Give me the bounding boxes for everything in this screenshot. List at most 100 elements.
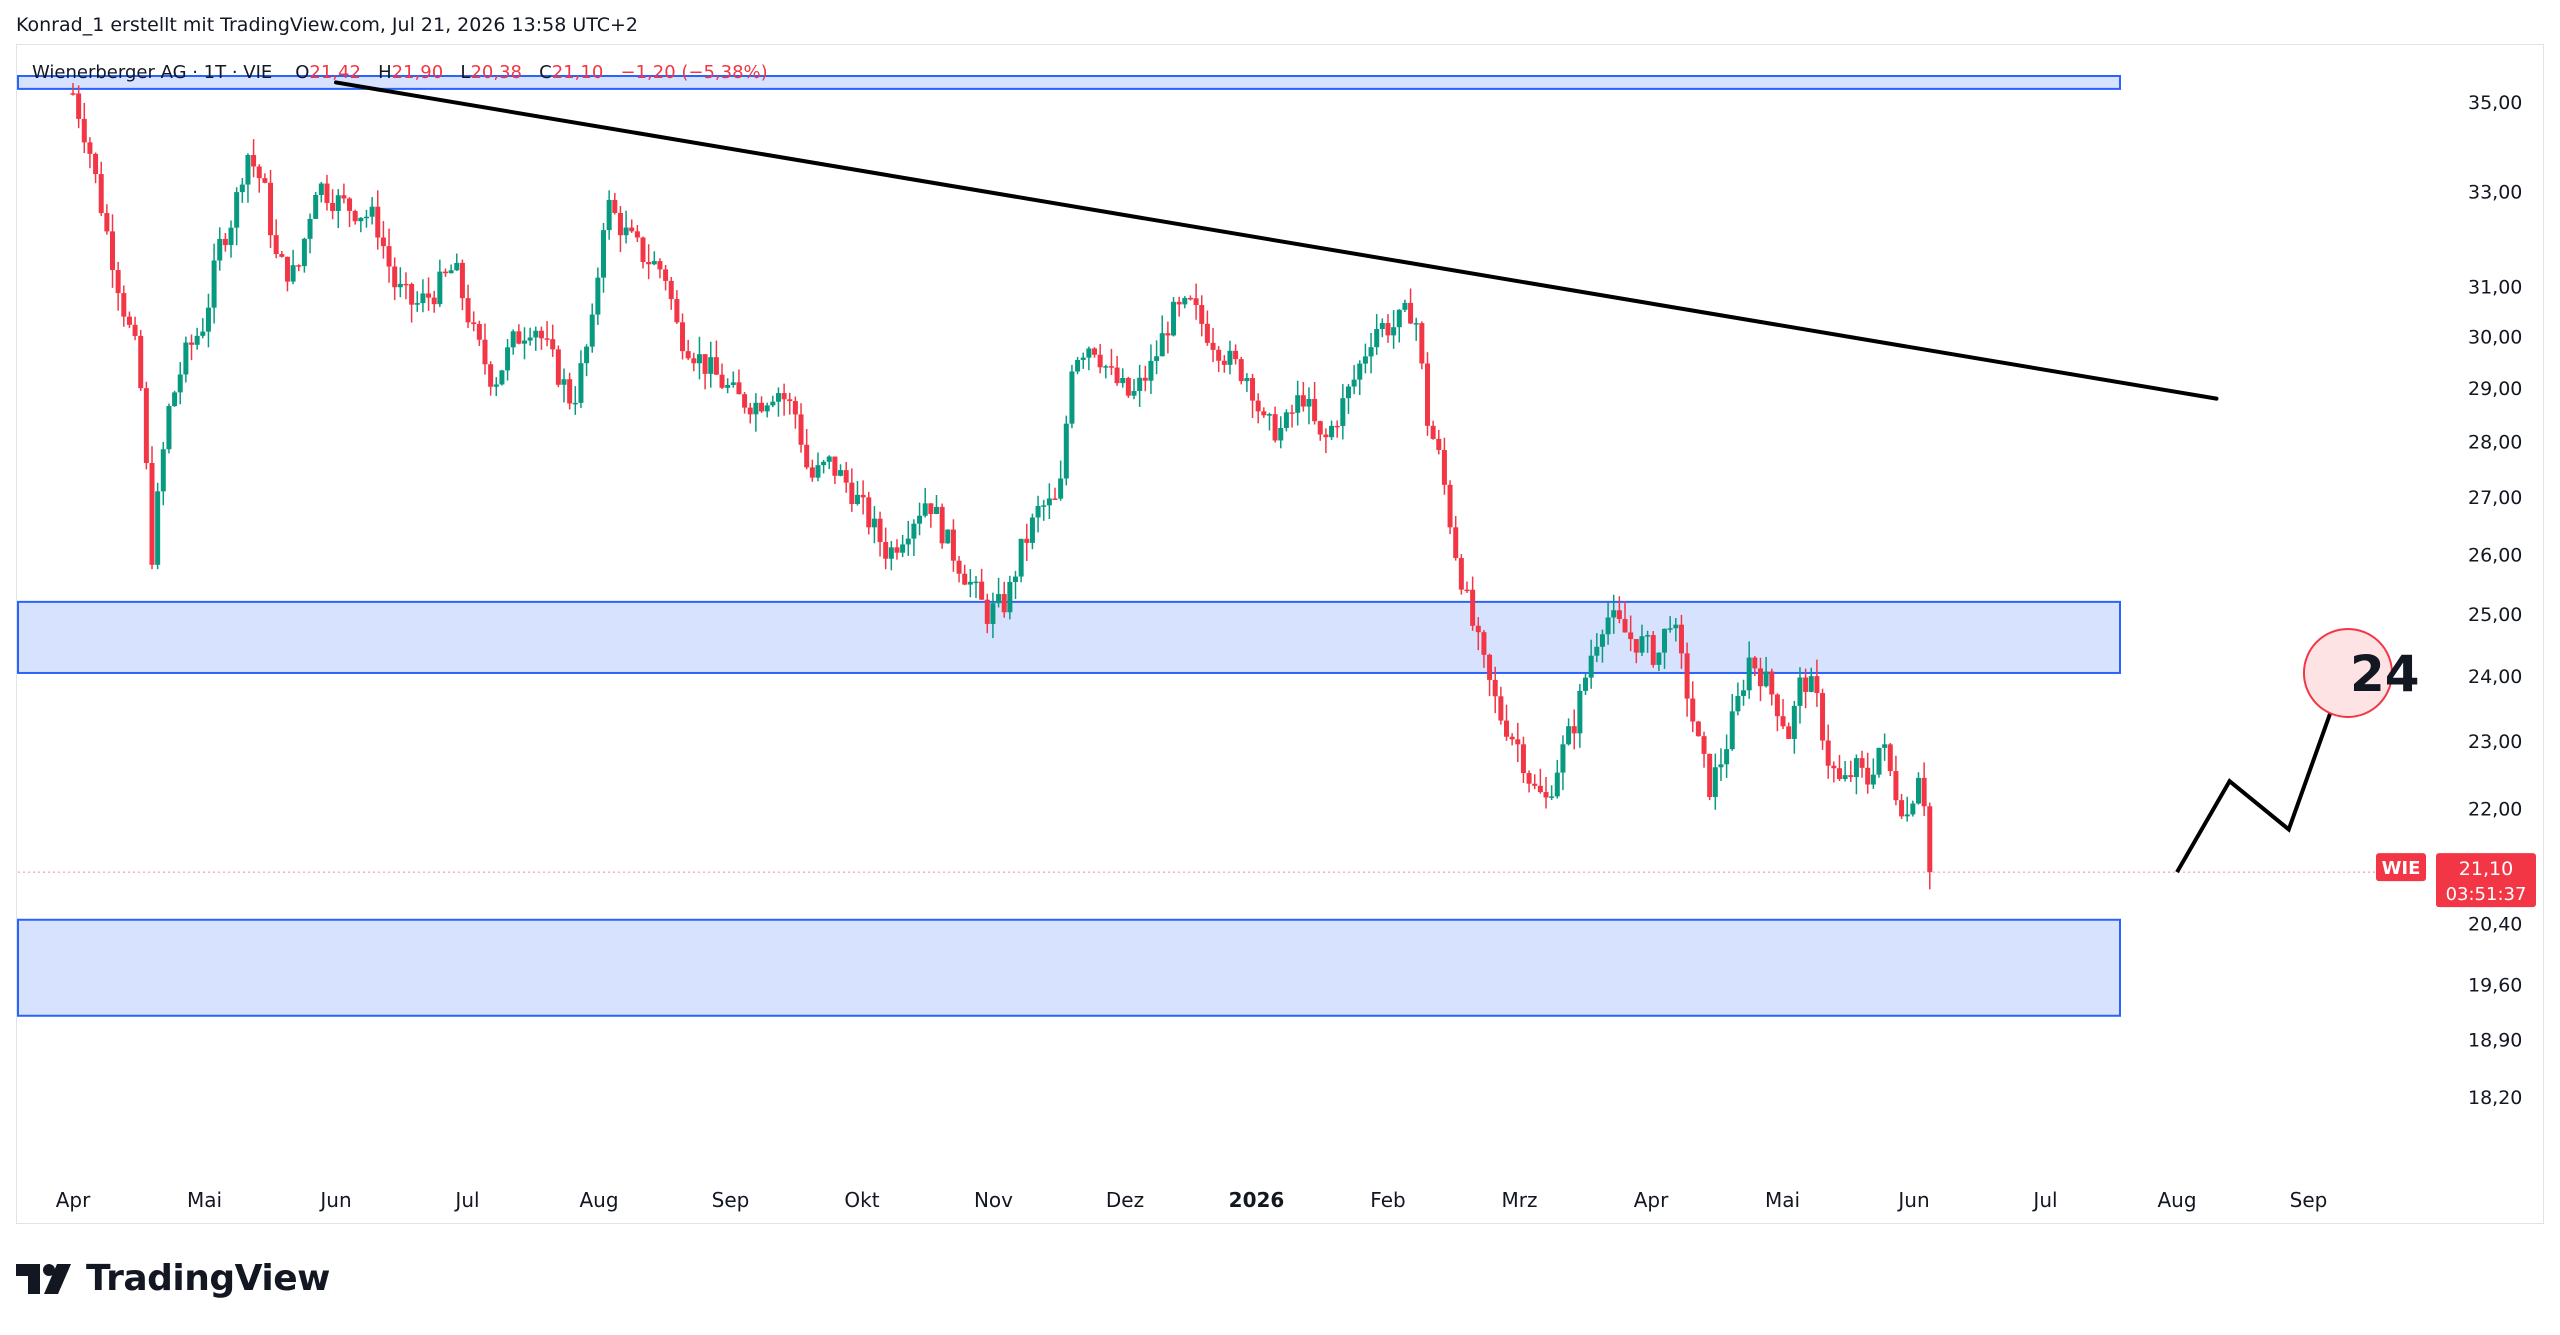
candle-body bbox=[775, 393, 781, 402]
candle-body bbox=[121, 293, 127, 317]
candle-body bbox=[1402, 302, 1408, 310]
candle-body bbox=[1419, 323, 1425, 364]
candle-body bbox=[1487, 654, 1493, 680]
candle-body bbox=[301, 238, 307, 267]
candle-body bbox=[922, 503, 928, 516]
candle-body bbox=[352, 210, 358, 222]
candle-body bbox=[1842, 775, 1848, 779]
x-tick-label: Feb bbox=[1370, 1188, 1405, 1212]
price-tag-bg bbox=[2436, 853, 2536, 908]
y-tick-label: 24,00 bbox=[2468, 666, 2522, 688]
x-tick-label: 2026 bbox=[1229, 1188, 1285, 1212]
candle-body bbox=[742, 394, 748, 408]
candle-body bbox=[646, 261, 652, 265]
x-tick-label: Apr bbox=[56, 1188, 91, 1212]
candle-body bbox=[1662, 628, 1668, 653]
candle-body bbox=[177, 374, 183, 393]
candle-body bbox=[713, 357, 719, 375]
tradingview-logo-text: TradingView bbox=[86, 1258, 330, 1299]
candle-body bbox=[1599, 634, 1605, 647]
candle-body bbox=[1125, 377, 1131, 396]
candle-body bbox=[1199, 305, 1205, 324]
candle-body bbox=[1300, 395, 1306, 407]
candle-body bbox=[488, 364, 494, 387]
candle-body bbox=[1774, 694, 1780, 717]
candle-body bbox=[1831, 765, 1837, 769]
candle-body bbox=[262, 178, 268, 183]
candle-body bbox=[1103, 366, 1109, 368]
y-tick-label: 18,20 bbox=[2468, 1087, 2522, 1109]
candle-body bbox=[1520, 744, 1526, 774]
candle-body bbox=[1797, 677, 1803, 706]
candle-body bbox=[516, 331, 522, 344]
candle-body bbox=[1560, 744, 1566, 773]
candle-body bbox=[1667, 628, 1673, 630]
zone-1 bbox=[17, 918, 2121, 1017]
candle-body bbox=[956, 560, 962, 574]
candle-body bbox=[476, 324, 482, 340]
y-tick-label: 31,00 bbox=[2468, 277, 2522, 299]
candle-body bbox=[629, 227, 635, 232]
candle-body bbox=[1537, 785, 1543, 793]
candle-body bbox=[962, 573, 968, 585]
x-tick-label: Aug bbox=[2157, 1188, 2196, 1212]
y-tick-label: 29,00 bbox=[2468, 378, 2522, 400]
candle-body bbox=[668, 280, 674, 300]
candle-body bbox=[324, 183, 330, 203]
candle-body bbox=[1357, 363, 1363, 380]
candle-body bbox=[1283, 412, 1289, 428]
candle-body bbox=[313, 194, 319, 219]
candle-body bbox=[363, 216, 369, 219]
candle-body bbox=[409, 284, 415, 305]
y-tick-label: 27,00 bbox=[2468, 487, 2522, 509]
candle-body bbox=[1780, 716, 1786, 727]
candle-body bbox=[448, 270, 454, 274]
y-tick-label: 20,40 bbox=[2468, 913, 2522, 935]
x-tick-label: Jul bbox=[2031, 1188, 2057, 1212]
candle-body bbox=[1317, 421, 1323, 435]
candle-body bbox=[110, 231, 116, 271]
candle-body bbox=[1549, 796, 1555, 798]
candle-body bbox=[1836, 768, 1842, 779]
candle-body bbox=[1786, 726, 1792, 739]
candle-body bbox=[1351, 379, 1357, 387]
candle-body bbox=[1673, 624, 1679, 629]
candle-body bbox=[380, 237, 386, 247]
candle-body bbox=[691, 358, 697, 364]
candle-body bbox=[640, 237, 646, 262]
tradingview-logo[interactable]: TradingView bbox=[16, 1258, 330, 1299]
candle-body bbox=[138, 335, 144, 389]
candle-body bbox=[87, 142, 93, 154]
candle-body bbox=[392, 266, 398, 288]
candle-body bbox=[81, 118, 87, 143]
candle-body bbox=[544, 338, 550, 340]
candle-body bbox=[1278, 427, 1284, 441]
x-tick-label: Mrz bbox=[1502, 1188, 1538, 1212]
candle-body bbox=[1509, 736, 1515, 740]
candle-body bbox=[1628, 632, 1634, 640]
price-tag-price: 21,10 bbox=[2459, 858, 2513, 880]
candle-body bbox=[657, 261, 663, 270]
y-tick-label: 23,00 bbox=[2468, 731, 2522, 753]
y-tick-label: 28,00 bbox=[2468, 432, 2522, 454]
candle-body bbox=[1678, 624, 1684, 654]
candle-body bbox=[70, 93, 76, 95]
candle-body bbox=[1453, 527, 1459, 558]
candle-body bbox=[1154, 356, 1160, 361]
candle-body bbox=[290, 265, 296, 282]
candle-body bbox=[1594, 646, 1600, 656]
chart-attribution: Konrad_1 erstellt mit TradingView.com, J… bbox=[16, 14, 639, 36]
candle-body bbox=[900, 544, 906, 553]
candle-body bbox=[115, 270, 121, 294]
x-tick-label: Jun bbox=[318, 1188, 351, 1212]
target-circle bbox=[2302, 627, 2393, 718]
candle-body bbox=[1470, 589, 1476, 626]
candle-body bbox=[798, 414, 804, 445]
candle-body bbox=[1306, 398, 1312, 407]
candle-body bbox=[234, 192, 240, 228]
candle-body bbox=[1887, 744, 1893, 772]
chart-frame[interactable] bbox=[16, 44, 2544, 1224]
candle-body bbox=[1058, 478, 1064, 499]
candle-body bbox=[1808, 676, 1814, 692]
